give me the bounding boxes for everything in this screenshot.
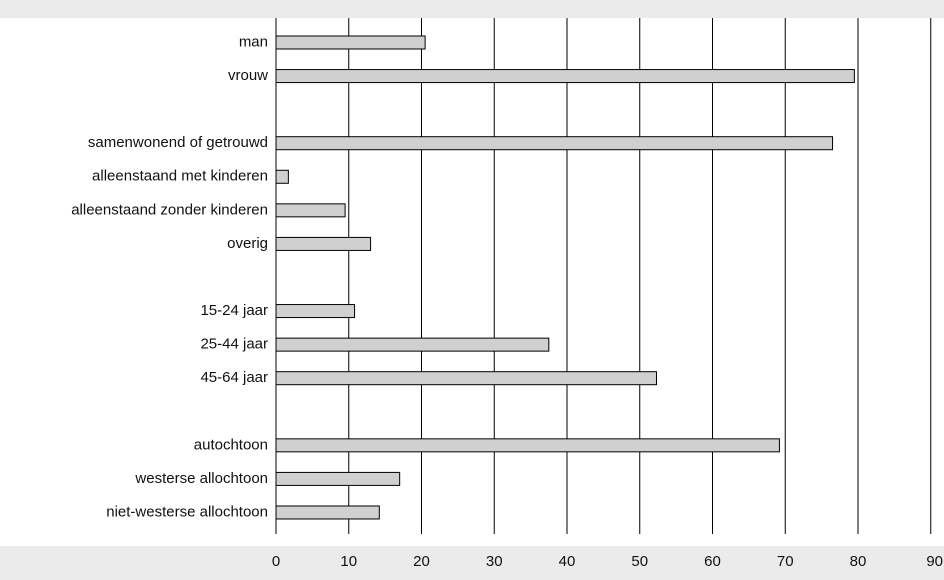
bar-10	[276, 372, 656, 385]
category-label-13: westerse allochtoon	[134, 470, 268, 487]
bar-8	[276, 305, 355, 318]
category-label-3: samenwonend of getrouwd	[88, 134, 268, 151]
bar-14	[276, 506, 379, 519]
tick-label-70: 70	[777, 553, 794, 570]
category-label-14: niet-westerse allochtoon	[106, 503, 268, 520]
bar-1	[276, 70, 854, 83]
tick-label-80: 80	[850, 553, 867, 570]
category-label-12: autochtoon	[194, 436, 268, 453]
category-label-4: alleenstaand met kinderen	[92, 168, 268, 185]
bar-9	[276, 338, 549, 351]
bar-12	[276, 439, 779, 452]
tick-label-60: 60	[704, 553, 721, 570]
category-label-0: man	[239, 33, 268, 50]
tick-label-50: 50	[631, 553, 648, 570]
tick-label-10: 10	[340, 553, 357, 570]
tick-label-20: 20	[413, 553, 430, 570]
bar-4	[276, 170, 288, 183]
category-label-10: 45-64 jaar	[200, 369, 268, 386]
tick-label-90: 90	[926, 553, 943, 570]
bar-5	[276, 204, 345, 217]
category-label-8: 15-24 jaar	[200, 302, 268, 319]
category-label-6: overig	[227, 235, 268, 252]
bar-0	[276, 36, 425, 49]
plot-area	[0, 18, 944, 546]
bar-6	[276, 237, 371, 250]
category-label-1: vrouw	[228, 67, 268, 84]
bar-3	[276, 137, 833, 150]
category-label-9: 25-44 jaar	[200, 336, 268, 353]
tick-label-30: 30	[486, 553, 503, 570]
x-axis-tick-labels: 0 10 20 30 40 50 60 70 80 90	[272, 553, 943, 570]
tick-label-40: 40	[559, 553, 576, 570]
bar-13	[276, 472, 400, 485]
category-label-5: alleenstaand zonder kinderen	[71, 201, 268, 218]
tick-label-0: 0	[272, 553, 280, 570]
